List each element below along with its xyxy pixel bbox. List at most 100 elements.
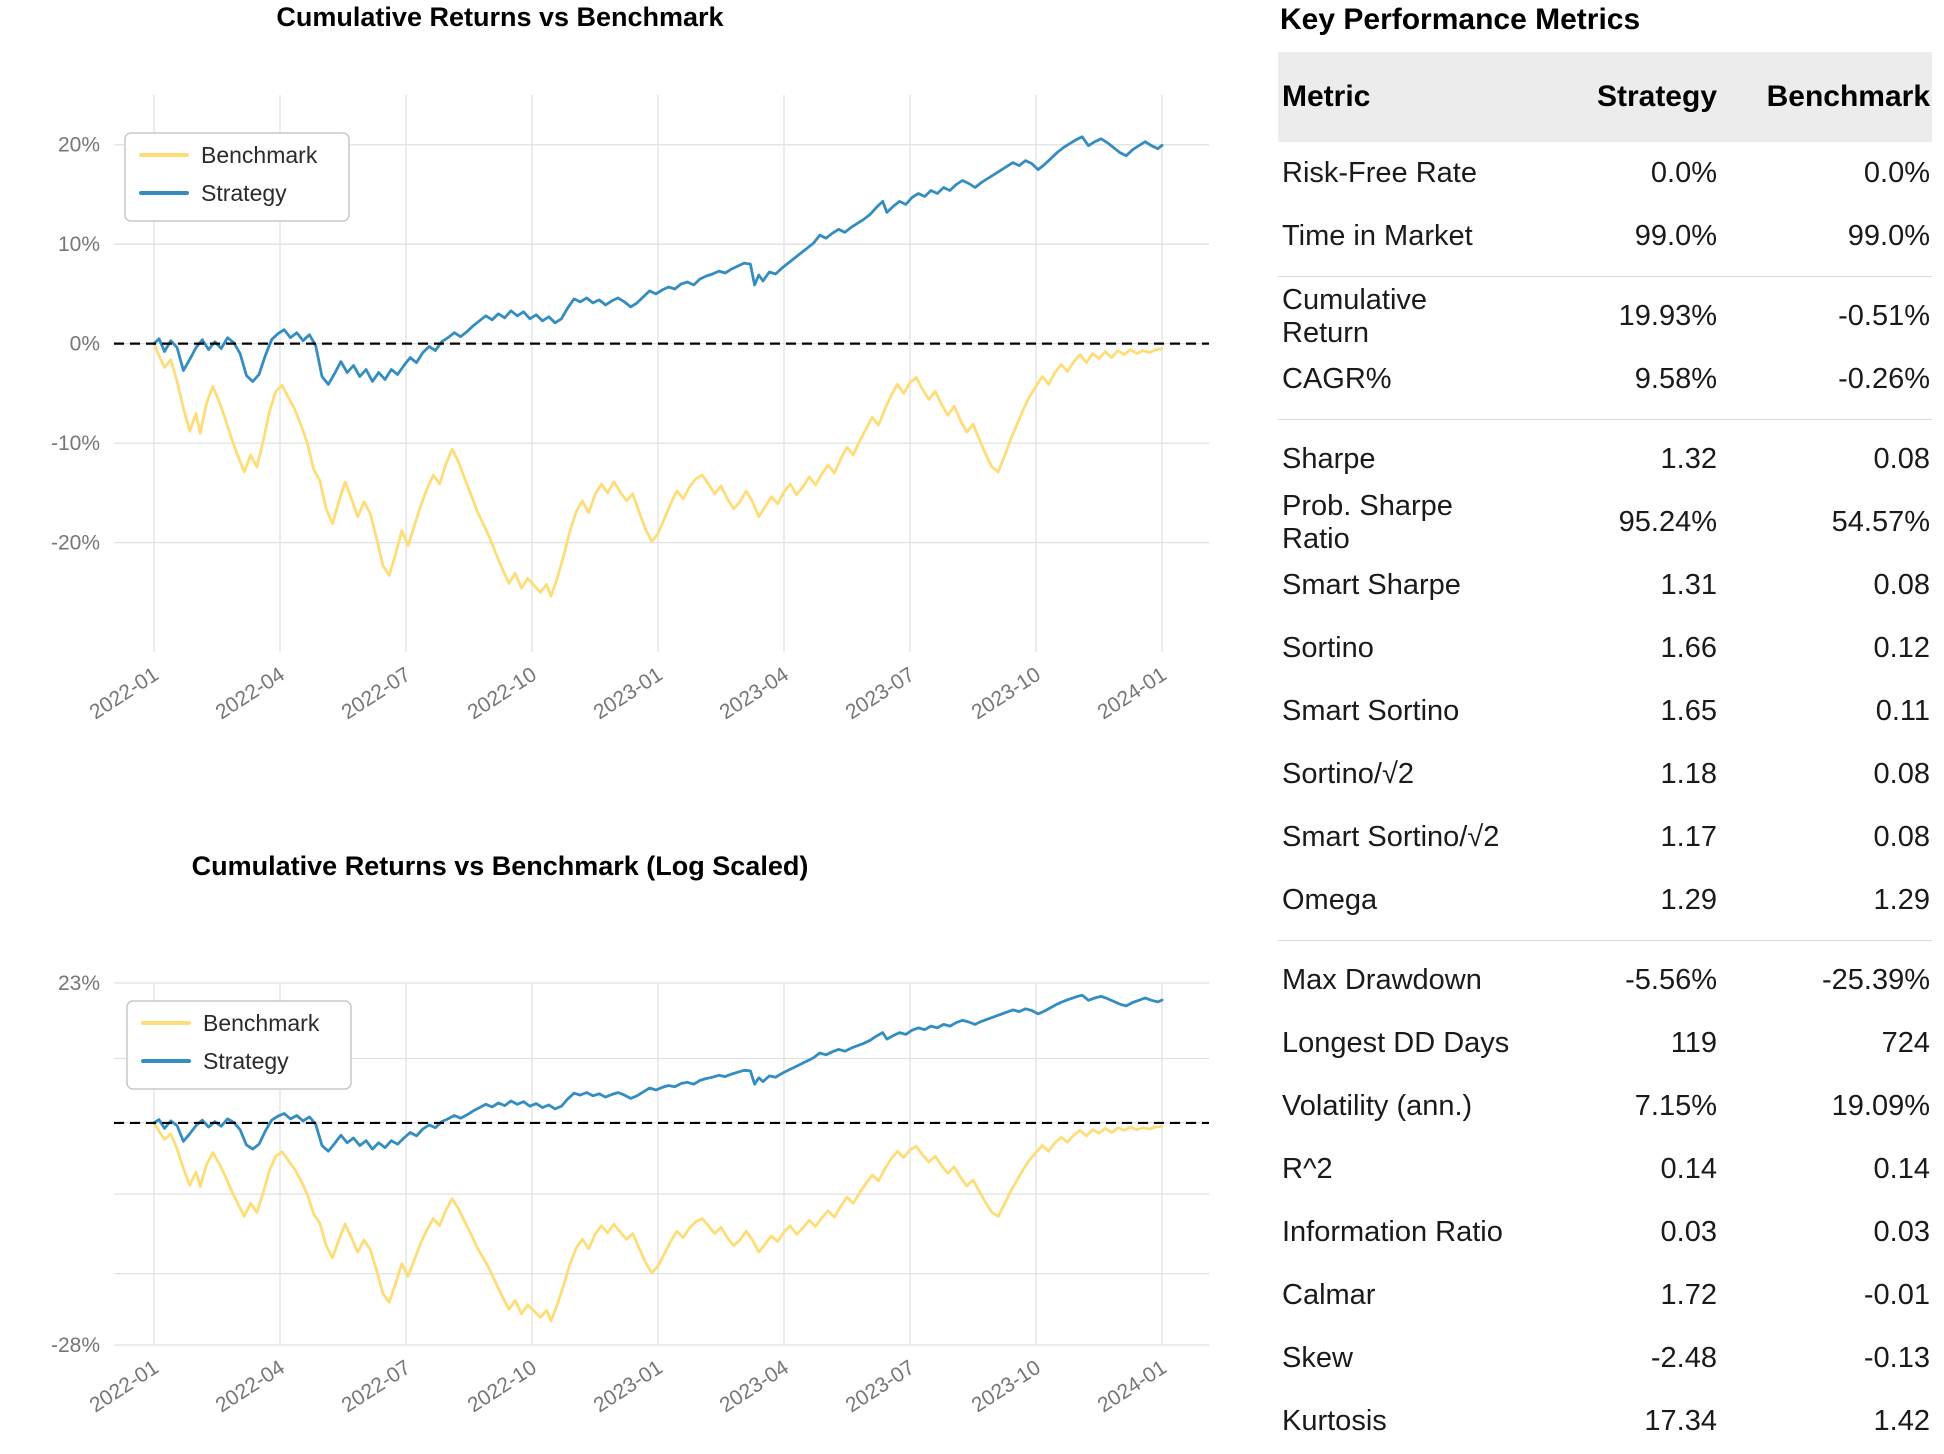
metrics-row: Risk-Free Rate 0.0% 0.0% [1278, 142, 1932, 205]
benchmark-value: -0.26% [1838, 363, 1930, 395]
metrics-body: Risk-Free Rate 0.0% 0.0% Time in Market 99.0… [1278, 142, 1932, 1453]
metrics-row: Sharpe 1.32 0.08 [1278, 428, 1932, 491]
strategy-value: 1.32 [1660, 443, 1717, 475]
benchmark-value: 0.03 [1873, 1216, 1930, 1248]
strategy-value: 1.17 [1660, 821, 1717, 853]
metrics-row: Calmar 1.72 -0.01 [1278, 1264, 1932, 1327]
benchmark-value: 0.08 [1873, 443, 1930, 475]
strategy-value: 9.58% [1634, 363, 1717, 395]
metrics-group-separator [1278, 940, 1932, 941]
benchmark-value: 0.08 [1873, 758, 1930, 790]
x-tick-label: 2023-04 [716, 663, 793, 724]
benchmark-line [152, 1121, 1164, 1323]
metric-name: Sortino/√2 [1282, 758, 1414, 790]
metric-name: Skew [1282, 1342, 1353, 1374]
chart-title: Cumulative Returns vs Benchmark [276, 2, 724, 32]
metrics-row: Kurtosis 17.34 1.42 [1278, 1390, 1932, 1453]
metric-name: Sharpe [1282, 443, 1376, 475]
x-tick-label: 2024-01 [1094, 663, 1171, 724]
legend-label-benchmark: Benchmark [201, 142, 318, 168]
metric-name: Risk-Free Rate [1282, 157, 1477, 189]
metrics-row: R^2 0.14 0.14 [1278, 1138, 1932, 1201]
benchmark-value: 0.14 [1873, 1153, 1930, 1185]
x-tick-label: 2022-10 [464, 1356, 541, 1417]
y-tick-label: 20% [58, 134, 100, 157]
benchmark-value: 724 [1881, 1027, 1930, 1059]
metric-name: Information Ratio [1282, 1216, 1503, 1248]
metric-name: Sortino [1282, 632, 1374, 664]
benchmark-value: 1.29 [1873, 884, 1930, 916]
metric-name: Calmar [1282, 1279, 1376, 1311]
strategy-value: 19.93% [1618, 300, 1717, 332]
x-tick-label: 2022-01 [86, 1356, 163, 1417]
metrics-row: Smart Sharpe 1.31 0.08 [1278, 554, 1932, 617]
x-tick-label: 2022-04 [212, 663, 289, 724]
benchmark-value: 99.0% [1847, 220, 1930, 252]
strategy-line [152, 993, 1164, 1153]
metrics-header-metric: Metric [1282, 80, 1371, 113]
metrics-row: Smart Sortino 1.65 0.11 [1278, 680, 1932, 743]
x-tick-label: 2023-01 [590, 663, 667, 724]
cumulative-returns-chart: 2022-01 2022-04 2022-07 2022-10 2023-01 2023-… [51, 2, 1209, 724]
metric-name: Volatility (ann.) [1282, 1090, 1473, 1122]
metrics-header-strategy: Strategy [1596, 80, 1717, 113]
strategy-value: 0.03 [1660, 1216, 1717, 1248]
metrics-header-benchmark: Benchmark [1766, 80, 1930, 113]
metric-name: Smart Sortino [1282, 695, 1460, 727]
metrics-row: CAGR% 9.58% -0.26% [1278, 348, 1932, 411]
x-tick-label: 2023-01 [590, 1356, 667, 1417]
x-tick-label: 2022-07 [338, 663, 415, 724]
metrics-row: Sortino 1.66 0.12 [1278, 617, 1932, 680]
strategy-value: 1.18 [1660, 758, 1717, 790]
y-tick-label: -20% [51, 532, 100, 555]
strategy-value: 1.66 [1660, 632, 1717, 664]
metric-name: Smart Sortino/√2 [1282, 821, 1500, 853]
strategy-value: 99.0% [1634, 220, 1717, 252]
metrics-row: Smart Sortino/√2 1.17 0.08 [1278, 806, 1932, 869]
benchmark-value: 1.42 [1873, 1405, 1930, 1437]
benchmark-value: -0.51% [1838, 300, 1930, 332]
metric-name: Cumulative Return [1282, 283, 1428, 349]
strategy-value: 1.31 [1660, 569, 1717, 601]
x-tick-label: 2022-07 [338, 1356, 415, 1417]
metrics-row: Sortino/√2 1.18 0.08 [1278, 743, 1932, 806]
strategy-value: -5.56% [1625, 964, 1717, 996]
y-tick-label: 10% [58, 233, 100, 256]
x-tick-label: 2023-04 [716, 1356, 793, 1417]
metric-name: CAGR% [1282, 363, 1392, 395]
metrics-row: Volatility (ann.) 7.15% 19.09% [1278, 1075, 1932, 1138]
cumulative-returns-log-chart: 2022-01 2022-04 2022-07 2022-10 2023-01 2023-… [51, 851, 1209, 1417]
x-tick-label: 2023-07 [842, 1356, 919, 1417]
metric-name: Smart Sharpe [1282, 569, 1461, 601]
metric-name: Time in Market [1282, 220, 1473, 252]
metric-name: Longest DD Days [1282, 1027, 1510, 1059]
benchmark-value: 0.08 [1873, 821, 1930, 853]
benchmark-value: -25.39% [1821, 964, 1930, 996]
x-tick-label: 2022-01 [86, 663, 163, 724]
strategy-value: 1.29 [1660, 884, 1717, 916]
y-tick-label: -10% [51, 432, 100, 455]
metrics-row: Prob. Sharpe Ratio 95.24% 54.57% [1278, 490, 1932, 555]
metrics-row: Skew -2.48 -0.13 [1278, 1327, 1932, 1390]
benchmark-line [152, 342, 1164, 598]
benchmark-value: 54.57% [1831, 506, 1930, 538]
strategy-value: 7.15% [1634, 1090, 1717, 1122]
metrics-header-row: Metric Strategy Benchmark [1278, 52, 1932, 142]
benchmark-value: 0.08 [1873, 569, 1930, 601]
benchmark-value: 0.11 [1875, 695, 1930, 727]
legend-label-benchmark: Benchmark [203, 1010, 320, 1036]
metrics-row: Longest DD Days 119 724 [1278, 1012, 1932, 1075]
metric-name: R^2 [1282, 1153, 1333, 1185]
x-tick-label: 2022-04 [212, 1356, 289, 1417]
x-tick-label: 2022-10 [464, 663, 541, 724]
metrics-row: Cumulative Return 19.93% -0.51% [1278, 283, 1932, 349]
x-tick-label: 2023-10 [968, 1356, 1045, 1417]
benchmark-value: 19.09% [1831, 1090, 1930, 1122]
strategy-value: 119 [1670, 1027, 1717, 1059]
metrics-row: Time in Market 99.0% 99.0% [1278, 205, 1932, 268]
y-tick-label: 0% [70, 333, 100, 356]
y-tick-label: 23% [58, 972, 100, 995]
metrics-row: Information Ratio 0.03 0.03 [1278, 1201, 1932, 1264]
x-tick-label: 2024-01 [1094, 1356, 1171, 1417]
